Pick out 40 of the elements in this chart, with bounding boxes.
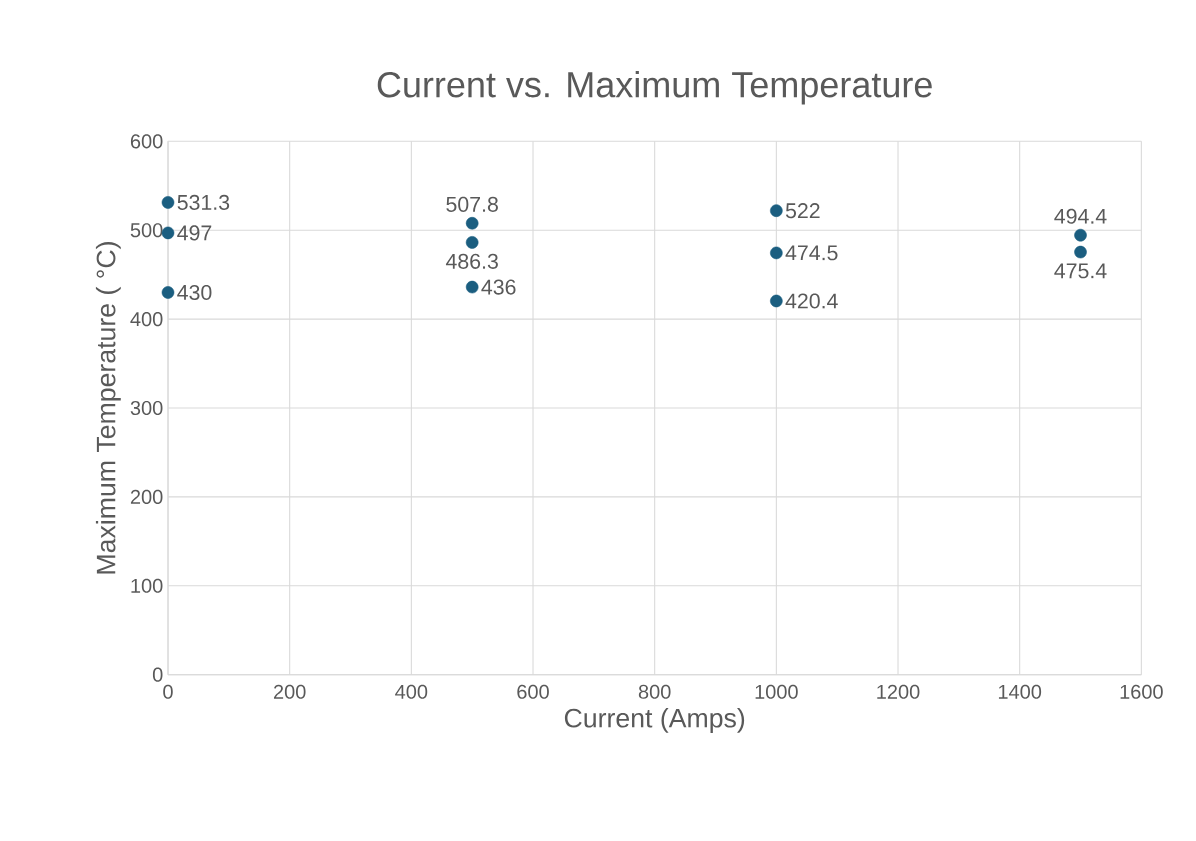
x-tick-label: 1200 [877, 684, 920, 699]
point [161, 195, 175, 209]
x-tick-label: 800 [638, 684, 671, 699]
point [1074, 228, 1087, 242]
x-tick-label: 1400 [998, 684, 1042, 699]
y-axis-title: Maximum Temperature ( °C) [95, 241, 121, 574]
point [770, 246, 783, 259]
point [1074, 245, 1087, 259]
data-label: 436 [481, 279, 516, 295]
y-tick-label: 0 [152, 667, 163, 682]
data-label: 497 [177, 225, 212, 241]
y-tick-label: 100 [131, 578, 163, 593]
y-tick-label: 400 [130, 311, 163, 327]
point [465, 216, 479, 230]
data-label: 420.4 [785, 293, 838, 309]
x-tick-label: 1600 [1120, 684, 1163, 699]
data-label: 430 [177, 284, 212, 300]
data-label: 522 [785, 202, 820, 219]
y-tick-label: 500 [130, 222, 163, 238]
x-tick-label: 400 [395, 684, 428, 699]
y-tick-label: 600 [130, 134, 163, 149]
point [770, 204, 783, 217]
point [161, 286, 175, 299]
data-label: 531.3 [177, 194, 230, 210]
point [465, 235, 479, 249]
x-tick-label: 0 [163, 684, 173, 699]
y-tick-label: 200 [130, 489, 163, 504]
data-label: 507.8 [446, 196, 498, 212]
point [770, 294, 783, 308]
point [465, 280, 479, 294]
x-axis-title: Current (Amps) [564, 707, 745, 733]
x-tick-label: 1000 [755, 684, 798, 699]
data-label: 494.4 [1054, 208, 1107, 224]
data-label: 475.4 [1054, 263, 1107, 279]
y-tick-label: 300 [130, 400, 163, 415]
x-tick-label: 600 [517, 684, 549, 699]
data-label: 474.5 [785, 245, 838, 261]
x-tick-label: 200 [273, 684, 306, 699]
data-label: 486.3 [445, 253, 498, 269]
chart-title: Current vs. Maximum Temperature [377, 70, 932, 105]
